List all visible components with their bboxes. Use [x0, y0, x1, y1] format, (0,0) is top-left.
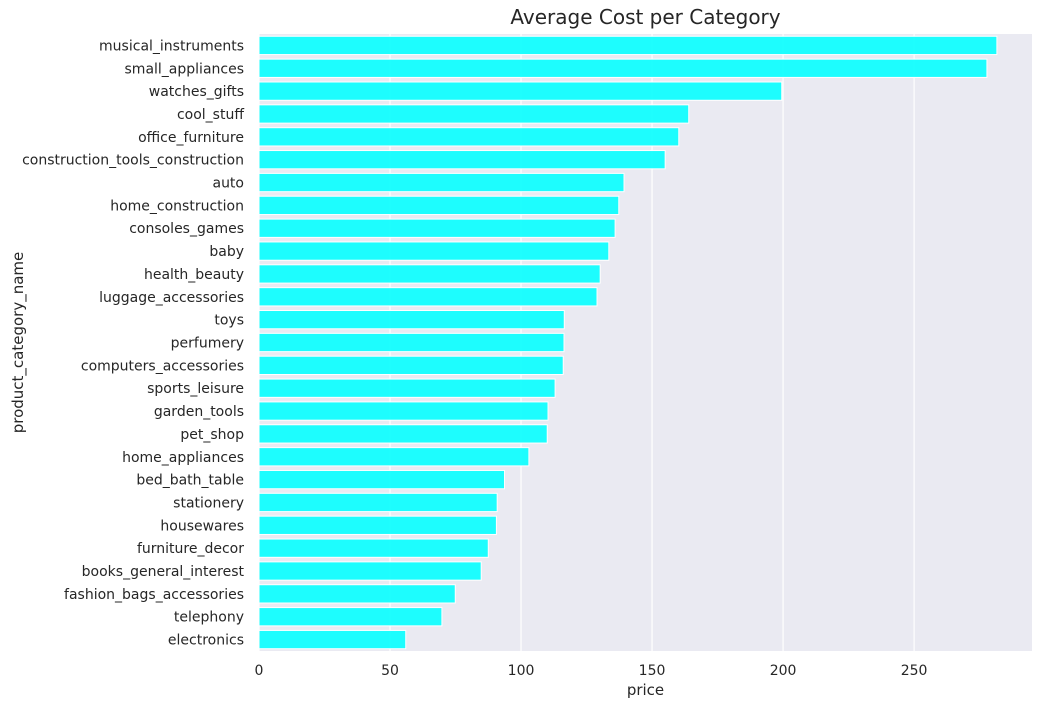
y-tick-label: pet_shop — [180, 427, 244, 443]
bar — [258, 629, 407, 650]
y-tick-label: cool_stuff — [177, 107, 244, 123]
y-tick-label: housewares — [160, 518, 244, 534]
bar — [258, 264, 601, 284]
y-tick-label: garden_tools — [154, 404, 244, 420]
bar — [258, 561, 482, 581]
y-tick-label: telephony — [174, 610, 244, 626]
y-tick-label: office_furniture — [138, 130, 244, 146]
x-tick-label: 50 — [381, 663, 399, 679]
bar — [258, 218, 616, 238]
bar — [258, 515, 497, 535]
y-tick-label: perfumery — [171, 336, 244, 352]
bar — [258, 401, 549, 421]
bar — [258, 538, 489, 558]
bar — [258, 104, 690, 124]
y-tick-label: auto — [212, 176, 244, 192]
y-tick-label: electronics — [168, 633, 244, 649]
y-tick-label: home_construction — [110, 198, 244, 214]
bar — [258, 424, 548, 444]
y-axis-label: product_category_name — [9, 252, 28, 434]
y-tick-label: bed_bath_table — [136, 473, 244, 489]
x-tick-label: 200 — [770, 663, 797, 679]
bar — [258, 172, 625, 193]
y-tick-label: musical_instruments — [99, 38, 244, 54]
bar — [258, 492, 498, 513]
y-tick-label: luggage_accessories — [99, 290, 244, 306]
y-tick-label: stationery — [173, 495, 244, 511]
bar — [258, 469, 506, 490]
y-tick-label: sports_leisure — [147, 381, 244, 397]
bar — [258, 35, 998, 56]
chart-title: Average Cost per Category — [510, 5, 781, 29]
bar — [258, 195, 620, 216]
y-tick-label: consoles_games — [129, 221, 244, 237]
bar — [258, 287, 598, 307]
x-tick-label: 250 — [901, 663, 928, 679]
bar — [258, 447, 530, 467]
x-tick-label: 0 — [255, 663, 264, 679]
y-tick-label: watches_gifts — [149, 84, 244, 100]
x-axis-label: price — [627, 681, 664, 699]
x-tick-label: 100 — [508, 663, 535, 679]
bar — [258, 127, 680, 147]
bar — [258, 241, 610, 261]
y-tick-label: computers_accessories — [81, 358, 244, 374]
bar — [258, 150, 666, 170]
y-tick-label: construction_tools_construction — [22, 153, 244, 169]
bar — [258, 378, 556, 398]
bar — [258, 584, 456, 604]
bar — [258, 310, 565, 330]
y-tick-label: furniture_decor — [137, 541, 244, 557]
bar — [258, 58, 988, 78]
y-tick-label: home_appliances — [122, 450, 244, 466]
bar — [258, 607, 443, 627]
y-tick-label: toys — [214, 313, 244, 329]
x-tick-label: 150 — [639, 663, 666, 679]
y-tick-label: health_beauty — [144, 267, 244, 283]
y-tick-label: small_appliances — [125, 61, 244, 77]
bar — [258, 355, 564, 375]
y-tick-label: fashion_bags_accessories — [64, 587, 244, 603]
bar — [258, 81, 783, 101]
y-tick-label: books_general_interest — [82, 564, 245, 580]
y-tick-label: baby — [209, 244, 244, 260]
bar — [258, 332, 565, 353]
